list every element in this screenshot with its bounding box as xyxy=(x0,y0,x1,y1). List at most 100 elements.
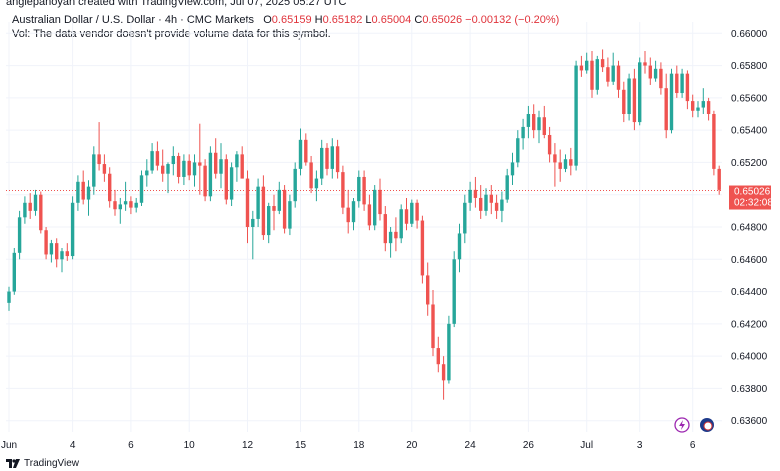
y-tick-label: 0.65600 xyxy=(731,93,768,104)
candle xyxy=(76,175,80,211)
candle xyxy=(17,210,22,260)
candle xyxy=(373,185,377,231)
candle xyxy=(150,143,154,174)
candle xyxy=(362,170,366,211)
candle xyxy=(675,65,679,98)
candle xyxy=(479,185,483,219)
candle-body xyxy=(426,275,430,305)
candle xyxy=(256,178,260,227)
candle xyxy=(585,52,589,74)
candle xyxy=(537,110,541,144)
x-tick-label: 24 xyxy=(465,440,477,451)
candle-body xyxy=(680,73,684,94)
candle-body xyxy=(309,162,313,189)
candle xyxy=(706,97,711,121)
candle-body xyxy=(108,173,112,202)
candle xyxy=(86,180,91,216)
candle xyxy=(81,170,85,205)
attribution-text: anglepanoyan created with TradingView.co… xyxy=(6,0,347,8)
current-price-label: 0.65026 xyxy=(734,187,771,198)
candle-body xyxy=(521,126,525,139)
candle xyxy=(60,247,64,273)
candle xyxy=(394,217,398,252)
price-badge: 0.65026 02:32:08 xyxy=(729,185,773,210)
candle-body xyxy=(712,114,716,169)
candle-body xyxy=(70,202,75,257)
candle xyxy=(563,154,568,173)
candle-body xyxy=(675,73,679,94)
candle xyxy=(378,178,382,221)
candle xyxy=(309,155,313,194)
candle-body xyxy=(341,172,345,208)
open-value: 0.65159 xyxy=(271,14,312,26)
candle xyxy=(426,262,430,316)
flag-icon[interactable] xyxy=(700,418,714,432)
candle xyxy=(643,51,647,74)
candle-body xyxy=(261,186,266,236)
candle-body xyxy=(500,199,504,211)
candle xyxy=(616,60,621,98)
candle-body xyxy=(256,186,260,219)
candle xyxy=(457,223,462,273)
candle-body xyxy=(627,78,631,115)
candle xyxy=(123,181,128,211)
tradingview-brand[interactable]: TradingView xyxy=(24,458,80,469)
high-value: 0.65182 xyxy=(322,14,363,26)
x-tick-label: Jul xyxy=(580,440,593,451)
candle xyxy=(611,52,615,85)
candle-body xyxy=(102,164,107,174)
candle-body xyxy=(81,181,85,200)
candle-body xyxy=(76,181,80,203)
candle-body xyxy=(441,364,446,381)
candle xyxy=(97,122,101,171)
candle xyxy=(161,149,165,182)
lightning-icon[interactable] xyxy=(674,417,690,433)
candle-body xyxy=(346,207,350,223)
candle xyxy=(44,227,48,260)
y-tick-label: 0.66000 xyxy=(731,29,768,40)
candle xyxy=(92,146,96,195)
candle-body xyxy=(622,89,626,115)
candle xyxy=(139,170,144,207)
low-label: L xyxy=(365,14,372,26)
candle xyxy=(187,154,191,181)
candle-body xyxy=(118,204,122,210)
candle xyxy=(288,194,292,236)
candle xyxy=(558,149,562,182)
candle-body xyxy=(145,170,149,176)
candle xyxy=(7,286,11,311)
candle xyxy=(606,57,610,87)
candle-body xyxy=(643,62,647,66)
candle-body xyxy=(410,202,414,224)
candle-body xyxy=(198,162,202,166)
candle-body xyxy=(579,65,584,71)
candle xyxy=(224,154,228,205)
x-tick-label: 18 xyxy=(353,440,365,451)
candle xyxy=(229,162,234,207)
grid xyxy=(6,22,722,432)
candle xyxy=(330,138,334,179)
candle xyxy=(579,55,584,77)
candle xyxy=(463,194,467,244)
candle-body xyxy=(28,202,32,211)
candle-body xyxy=(245,178,250,227)
candle-body xyxy=(97,154,101,165)
candle xyxy=(436,336,440,373)
candle-body xyxy=(139,175,144,203)
candle-body xyxy=(330,146,334,169)
candle xyxy=(653,60,658,82)
candle xyxy=(638,57,642,126)
candle xyxy=(712,110,716,176)
candle-body xyxy=(214,152,218,174)
y-tick-label: 0.64600 xyxy=(731,255,768,266)
candle xyxy=(277,181,281,215)
candle-body xyxy=(574,65,578,166)
candle-body xyxy=(706,101,711,115)
candle-body xyxy=(208,152,213,197)
candle xyxy=(410,199,414,227)
candle-body xyxy=(717,168,721,190)
candle xyxy=(39,191,43,234)
candle-body xyxy=(537,117,541,131)
candle-body xyxy=(669,73,674,131)
